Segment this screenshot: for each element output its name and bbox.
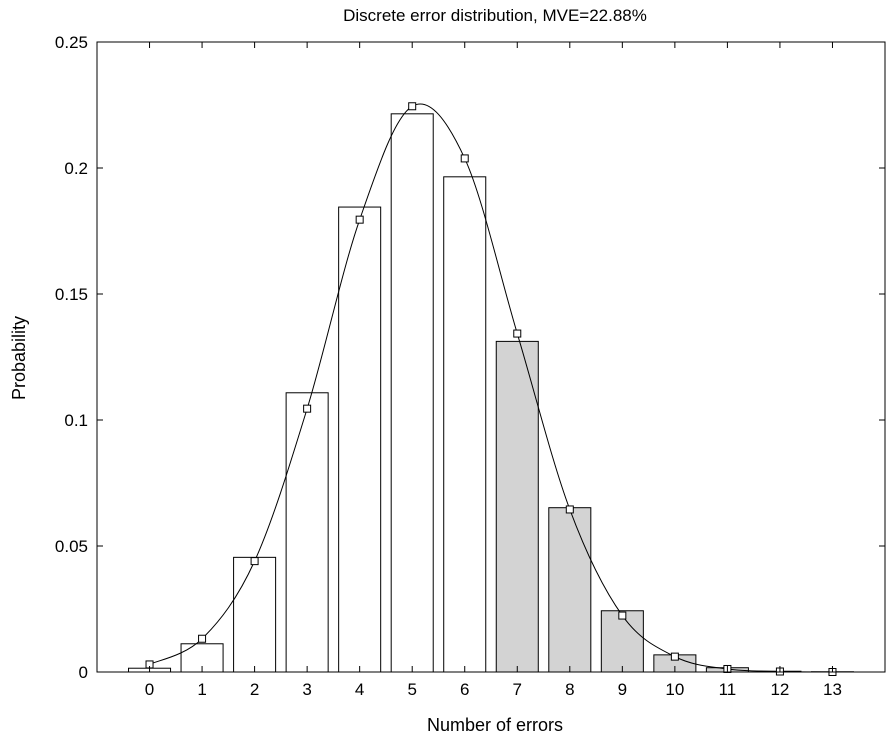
bar-4 [338,206,382,673]
bar-1 [180,643,224,673]
fit-curve [149,103,833,673]
marker-10 [670,652,679,661]
x-tick-label: 11 [719,680,737,699]
x-tick-label: 10 [665,680,684,699]
x-tick-label: 6 [460,680,469,699]
marker-8 [565,505,574,514]
x-tick-label: 1 [197,680,206,699]
bars-group [128,113,854,673]
y-tick-label: 0 [79,663,88,682]
marker-4 [355,215,364,224]
x-tick-label: 3 [302,680,311,699]
marker-6 [460,154,469,163]
x-tick-label: 0 [145,680,154,699]
x-tick-label: 5 [407,680,416,699]
marker-2 [250,557,259,566]
y-tick-label: 0.05 [55,537,88,556]
marker-7 [513,329,522,338]
bar-8 [548,507,592,673]
x-tick-label: 2 [250,680,259,699]
bar-9 [600,610,644,673]
marker-1 [198,634,207,643]
x-axis-label: Number of errors [427,715,563,735]
x-tick-label: 4 [355,680,364,699]
bar-7 [495,340,539,673]
y-tick-label: 0.25 [55,33,88,52]
x-tick-label: 7 [513,680,522,699]
bar-5 [390,113,434,673]
chart-title: Discrete error distribution, MVE=22.88% [343,6,647,25]
x-tick-label: 8 [565,680,574,699]
x-tick-label: 13 [823,680,842,699]
y-tick-label: 0.2 [64,159,88,178]
marker-9 [618,611,627,620]
marker-5 [408,102,417,111]
bar-2 [233,556,277,673]
y-axis-label: Probability [9,316,29,400]
x-tick-label: 9 [618,680,627,699]
marker-3 [303,404,312,413]
bar-3 [285,392,329,673]
x-tick-label: 12 [770,680,789,699]
bar-6 [443,176,487,673]
y-tick-label: 0.15 [55,285,88,304]
plot-frame [96,41,886,673]
y-tick-label: 0.1 [64,411,88,430]
